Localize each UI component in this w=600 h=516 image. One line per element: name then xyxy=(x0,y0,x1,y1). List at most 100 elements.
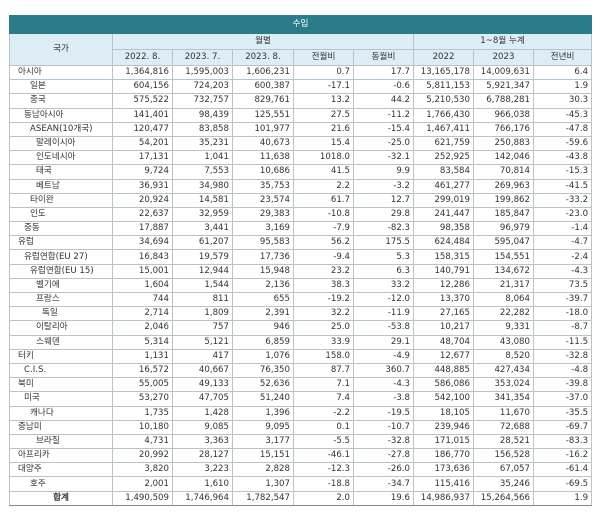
cell-value: 48,704 xyxy=(413,334,474,350)
cell-value: 353,024 xyxy=(473,377,534,393)
cell-value: -18.0 xyxy=(532,306,593,322)
cell-value: -4.8 xyxy=(532,362,593,379)
cell-value: -25.0 xyxy=(353,135,414,152)
cell-value: 2,714 xyxy=(112,306,173,322)
cell-value: 22,637 xyxy=(112,206,173,223)
country-name: 말레이시아 xyxy=(9,135,113,152)
cell-value: 16,843 xyxy=(112,249,173,265)
table-row: 태국 9,724 7,553 10,686 41.5 9.9 83,584 70,814 -15… xyxy=(9,164,593,180)
cell-value: 250,883 xyxy=(473,135,534,152)
cell-value: -33.2 xyxy=(532,192,593,208)
cell-value: 95,583 xyxy=(232,235,294,251)
cell-value: 142,046 xyxy=(473,150,534,166)
table-row: 독일 2,714 1,809 2,391 32.2 -11.9 27,165 22,282 -1… xyxy=(9,306,593,322)
country-name: 캐나다 xyxy=(9,405,113,421)
cell-value: 17,887 xyxy=(112,221,173,237)
cell-value: 9,085 xyxy=(172,419,233,435)
table-row: 아시아 1,364,816 1,595,003 1,606,231 0.7 17.7 13,… xyxy=(9,64,593,81)
cell-value: 15,001 xyxy=(112,263,173,279)
country-name: 브라질 xyxy=(9,433,113,450)
cell-value: 9,331 xyxy=(473,320,534,336)
cell-value: -32.8 xyxy=(353,433,414,450)
cell-value: 186,770 xyxy=(413,448,474,464)
cell-value: -26.0 xyxy=(353,462,414,478)
table-row: 벨기에 1,604 1,544 2,136 38.3 33.2 12,286 21,317 73… xyxy=(9,277,593,294)
cell-value: 173,636 xyxy=(413,462,474,478)
cell-value: 9.9 xyxy=(353,164,414,180)
cell-value: -9.4 xyxy=(293,249,354,265)
cell-value: 5,314 xyxy=(112,334,173,350)
cell-value: 1,131 xyxy=(112,348,173,364)
cell-value: 14,581 xyxy=(172,192,233,208)
cell-value: -46.1 xyxy=(293,448,354,464)
cell-value: -12.0 xyxy=(353,291,414,308)
cell-value: 98,358 xyxy=(413,221,474,237)
cell-value: 448,885 xyxy=(413,362,474,379)
cell-value: 47,705 xyxy=(172,391,233,407)
cell-value: 32,959 xyxy=(172,206,233,223)
column-header: 2023. 7. xyxy=(172,49,233,66)
column-header: 2023. 8. xyxy=(232,49,294,66)
cell-value: 732,757 xyxy=(172,93,233,109)
cell-value: 10,217 xyxy=(413,320,474,336)
country-name: 합계 xyxy=(9,490,113,506)
cell-value: 72,688 xyxy=(473,419,534,435)
cell-value: 17,131 xyxy=(112,150,173,166)
country-name: 호주 xyxy=(9,476,113,492)
country-name: 유럽 xyxy=(9,235,113,251)
table-row: C.I.S. 16,572 40,667 76,350 87.7 360.7 448,885… xyxy=(9,362,593,379)
cell-value: 7,553 xyxy=(172,164,233,180)
cell-value: 2,391 xyxy=(232,306,294,322)
cell-value: 20,992 xyxy=(112,448,173,464)
cell-value: 946 xyxy=(232,320,294,336)
country-name: 미국 xyxy=(9,391,113,407)
cell-value: 9,724 xyxy=(112,164,173,180)
cell-value: 43,080 xyxy=(473,334,534,350)
table-row: ASEAN(10개국) 120,477 83,858 101,977 21.6 -15.4… xyxy=(9,121,593,137)
cell-value: -12.3 xyxy=(293,462,354,478)
cell-value: 0.1 xyxy=(293,419,354,435)
cell-value: 28,127 xyxy=(172,448,233,464)
cell-value: 115,416 xyxy=(413,476,474,492)
cell-value: -69.7 xyxy=(532,419,593,435)
cell-value: 1,396 xyxy=(232,405,294,421)
cell-value: -7.9 xyxy=(293,221,354,237)
cell-value: -83.3 xyxy=(532,433,593,450)
table-row: 유럽연합(EU 15) 15,001 12,944 15,948 23.2 6.3 140,… xyxy=(9,263,593,279)
country-name: 아시아 xyxy=(9,64,113,81)
table-row: 동남아시아 141,401 98,439 125,551 27.5 -11.2 1,766,… xyxy=(9,107,593,123)
cell-value: 5,811,153 xyxy=(413,79,474,95)
country-name: 아프리카 xyxy=(9,448,113,464)
cell-value: 13,370 xyxy=(413,291,474,308)
cell-value: 239,946 xyxy=(413,419,474,435)
cell-value: 2,136 xyxy=(232,277,294,294)
cell-value: 158,315 xyxy=(413,249,474,265)
cell-value: 38.3 xyxy=(293,277,354,294)
cell-value: 96,979 xyxy=(473,221,534,237)
cell-value: 83,584 xyxy=(413,164,474,180)
cell-value: 1,604 xyxy=(112,277,173,294)
cell-value: -19.2 xyxy=(293,291,354,308)
cell-value: 19,579 xyxy=(172,249,233,265)
table-row: 일본 604,156 724,203 600,387 -17.1 -0.6 5,811,15… xyxy=(9,79,593,95)
cell-value: 1,490,509 xyxy=(112,490,173,506)
cell-value: -11.2 xyxy=(353,107,414,123)
cell-value: -4.7 xyxy=(532,235,593,251)
cell-value: -0.6 xyxy=(353,79,414,95)
cell-value: 15,948 xyxy=(232,263,294,279)
cell-value: 40,673 xyxy=(232,135,294,152)
cell-value: 29.1 xyxy=(353,334,414,350)
cell-value: 13.2 xyxy=(293,93,354,109)
table-row: 미국 53,270 47,705 51,240 7.4 -3.8 542,100 341,35… xyxy=(9,391,593,407)
cell-value: 49,133 xyxy=(172,377,233,393)
cell-value: 2.0 xyxy=(293,490,354,506)
table-row: 중남미 10,180 9,085 9,095 0.1 -10.7 239,946 72,688… xyxy=(9,419,593,435)
cell-value: 1,766,430 xyxy=(413,107,474,123)
cell-value: 158.0 xyxy=(293,348,354,364)
cell-value: -4.9 xyxy=(353,348,414,364)
cell-value: 427,434 xyxy=(473,362,534,379)
cell-value: -2.4 xyxy=(532,249,593,265)
cell-value: 12.7 xyxy=(353,192,414,208)
cell-value: 36,931 xyxy=(112,178,173,194)
cell-value: -23.0 xyxy=(532,206,593,223)
